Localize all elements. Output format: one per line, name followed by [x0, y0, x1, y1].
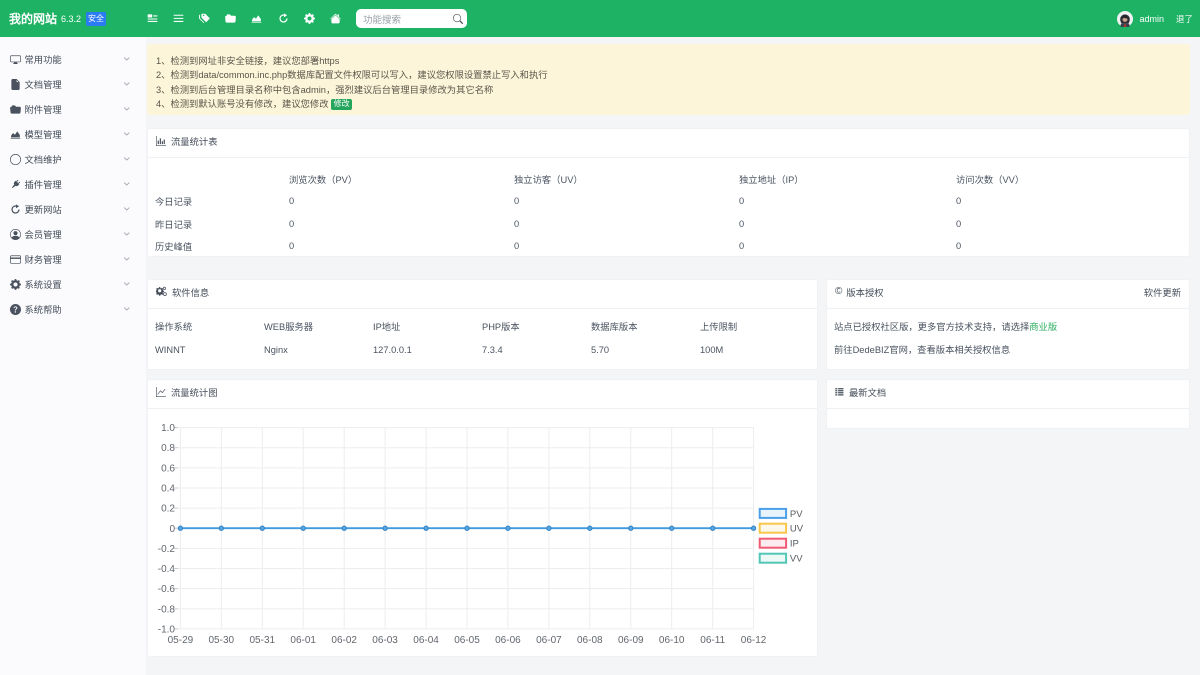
svg-text:06-03: 06-03 — [372, 635, 398, 646]
svg-text:06-02: 06-02 — [331, 635, 357, 646]
svg-text:VV: VV — [790, 554, 803, 565]
svg-text:06-11: 06-11 — [700, 635, 725, 646]
svg-text:-0.6: -0.6 — [158, 584, 176, 595]
svg-text:06-07: 06-07 — [536, 635, 562, 646]
svg-text:UV: UV — [790, 524, 804, 535]
svg-text:PV: PV — [790, 509, 803, 520]
svg-text:-0.4: -0.4 — [158, 564, 176, 575]
svg-text:0.2: 0.2 — [161, 504, 175, 515]
svg-text:1.0: 1.0 — [161, 423, 175, 434]
svg-text:0: 0 — [169, 524, 175, 535]
svg-text:06-01: 06-01 — [290, 635, 316, 646]
svg-text:05-31: 05-31 — [250, 635, 276, 646]
svg-text:-0.2: -0.2 — [158, 544, 176, 555]
svg-text:0.8: 0.8 — [161, 443, 175, 454]
svg-text:0.6: 0.6 — [161, 464, 175, 475]
svg-text:05-29: 05-29 — [168, 635, 194, 646]
svg-text:06-05: 06-05 — [454, 635, 480, 646]
svg-text:06-06: 06-06 — [495, 635, 521, 646]
svg-text:06-12: 06-12 — [741, 635, 767, 646]
svg-text:0.4: 0.4 — [161, 484, 175, 495]
svg-text:06-09: 06-09 — [618, 635, 644, 646]
svg-text:-1.0: -1.0 — [158, 625, 176, 636]
svg-text:-0.8: -0.8 — [158, 604, 176, 615]
svg-text:06-08: 06-08 — [577, 635, 603, 646]
svg-text:IP: IP — [790, 539, 799, 550]
svg-text:06-10: 06-10 — [659, 635, 685, 646]
svg-text:06-04: 06-04 — [413, 635, 439, 646]
svg-text:05-30: 05-30 — [209, 635, 235, 646]
